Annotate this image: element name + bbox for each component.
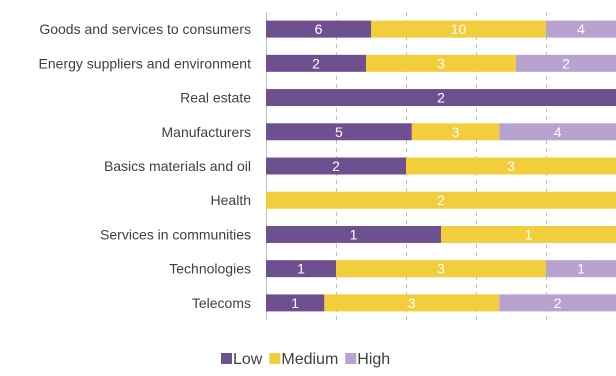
bar-segment-medium [266, 191, 616, 209]
bar-segment-low [266, 260, 336, 278]
category-label: Manufacturers [162, 124, 251, 140]
legend-swatch [221, 353, 232, 364]
legend-label: High [357, 351, 390, 368]
category-label: Services in communities [100, 226, 251, 242]
category-labels: Goods and services to consumers Energy su… [39, 21, 252, 311]
bar-segment-high [516, 54, 616, 72]
legend-swatch [345, 353, 357, 364]
category-label: Technologies [169, 261, 251, 277]
legend-swatch [269, 353, 281, 364]
data-label: 3 [408, 295, 416, 311]
bar-segment-high [499, 123, 616, 141]
data-label: 6 [315, 21, 323, 37]
bars: 6 10 4 2 3 2 2 5 3 4 2 3 2 1 1 1 3 1 1 3 2 [266, 20, 616, 312]
bar-segment-low [266, 157, 406, 175]
bar-segment-low [266, 123, 412, 141]
legend-label: Medium [281, 351, 338, 368]
bar-segment-medium [336, 260, 546, 278]
category-label: Real estate [180, 90, 251, 106]
bar-segment-high [499, 294, 616, 312]
category-label: Health [211, 192, 251, 208]
data-label: 4 [577, 21, 585, 37]
data-label: 3 [507, 158, 515, 174]
data-label: 3 [452, 124, 460, 140]
category-label: Basics materials and oil [104, 158, 251, 174]
bar-segment-high [546, 20, 616, 38]
data-label: 3 [437, 55, 445, 71]
bar-segment-medium [406, 157, 616, 175]
bar-segment-low [266, 225, 441, 243]
data-label: 1 [577, 261, 585, 277]
data-label: 2 [312, 55, 320, 71]
data-label: 1 [525, 226, 533, 242]
bar-segment-low [266, 294, 325, 312]
category-label: Telecoms [192, 295, 251, 311]
data-label: 5 [335, 124, 343, 140]
legend: Low Medium High [221, 351, 390, 368]
data-label: 1 [291, 295, 299, 311]
category-label: Energy suppliers and environment [39, 55, 252, 71]
data-label: 2 [437, 90, 445, 106]
data-label: 2 [437, 192, 445, 208]
bar-segment-medium [366, 54, 516, 72]
data-label: 2 [332, 158, 340, 174]
bar-segment-medium [411, 123, 500, 141]
bar-segment-low [266, 20, 371, 38]
bar-segment-low [266, 54, 366, 72]
bar-segment-medium [371, 20, 546, 38]
category-label: Goods and services to consumers [39, 21, 251, 37]
bar-segment-medium [324, 294, 500, 312]
data-label: 1 [350, 226, 358, 242]
data-label: 3 [437, 261, 445, 277]
legend-label: Low [233, 351, 263, 368]
data-label: 2 [554, 295, 562, 311]
data-label: 4 [554, 124, 562, 140]
data-label: 2 [562, 55, 570, 71]
bar-segment-high [546, 260, 616, 278]
bar-segment-medium [441, 225, 616, 243]
bar-segment-low [266, 89, 616, 107]
data-label: 10 [451, 21, 467, 37]
data-label: 1 [297, 261, 305, 277]
